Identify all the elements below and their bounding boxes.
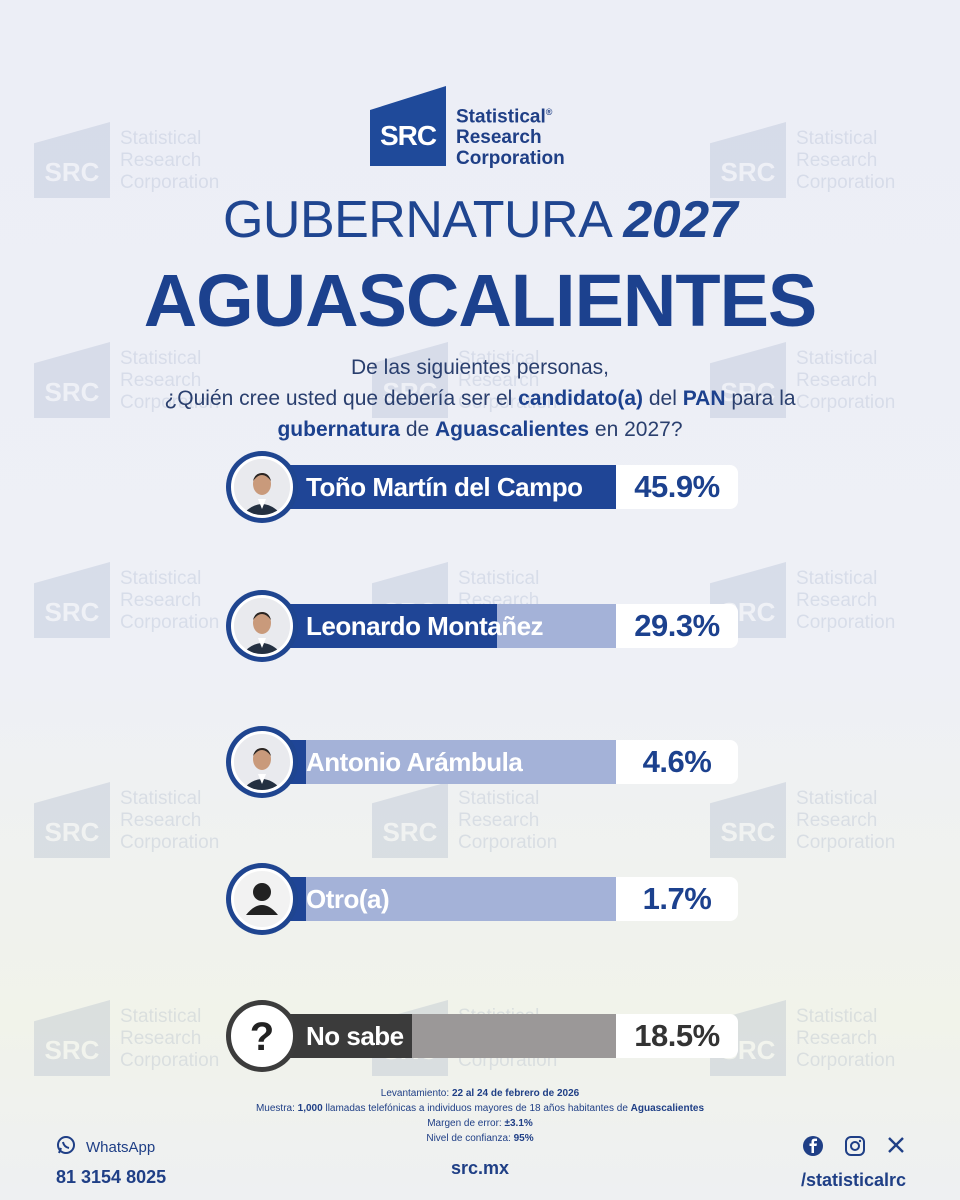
bar-row: Antonio Arámbula 4.6% (226, 726, 746, 798)
website-link[interactable]: src.mx (450, 1158, 510, 1178)
q3-post: en 2027? (589, 418, 683, 441)
whatsapp-contact[interactable]: WhatsApp 81 3154 8025 (56, 1135, 166, 1188)
bar-fill (266, 604, 497, 648)
lev-value: 22 al 24 de febrero de 2026 (451, 1088, 580, 1099)
bar-row: Leonardo Montañez 29.3% (226, 590, 746, 662)
x-icon[interactable] (886, 1135, 906, 1162)
bar-track (266, 740, 652, 784)
person-icon (226, 863, 298, 935)
brand-name-line-2: Research (456, 127, 542, 149)
bar-value-label: 45.9% (616, 465, 738, 509)
title-year: 2027 (623, 191, 738, 249)
question-line-3: gubernatura de Aguascalientes en 2027? (0, 414, 960, 445)
nivel-label: Nivel de confianza: (426, 1133, 514, 1144)
lev-label: Levantamiento: (380, 1088, 452, 1099)
candidate-avatar (226, 451, 298, 523)
margen-value: ±3.1% (504, 1118, 533, 1129)
meta-levantamiento: Levantamiento: 22 al 24 de febrero de 20… (0, 1086, 960, 1101)
logo-mark-text: SRC (379, 120, 437, 151)
nivel-value: 95% (513, 1133, 534, 1144)
q3-mid: de (399, 418, 436, 441)
meta-muestra: Muestra: 1,000 llamadas telefónicas a in… (0, 1101, 960, 1116)
meta-margen: Margen de error: ±3.1% (0, 1116, 960, 1131)
social-handle[interactable]: /statisticalrc (800, 1170, 906, 1190)
instagram-icon[interactable] (844, 1135, 866, 1162)
candidate-avatar (226, 590, 298, 662)
brand-name: Statistical® Research Corporation (456, 102, 565, 169)
methodology: Levantamiento: 22 al 24 de febrero de 20… (0, 1086, 960, 1146)
title-text: GUBERNATURA (222, 191, 624, 249)
facebook-icon[interactable] (802, 1135, 824, 1162)
muestra-place: Aguascalientes (630, 1103, 705, 1114)
social-links: /statisticalrc (801, 1135, 906, 1191)
whatsapp-number[interactable]: 81 3154 8025 (56, 1167, 167, 1187)
registered-mark: ® (545, 107, 553, 117)
q2-post: para la (725, 387, 796, 410)
bar-value-label: 29.3% (616, 604, 738, 648)
q2-pre: ¿Quién cree usted que debería ser el (164, 387, 519, 410)
question-line-1: De las siguientes personas, (351, 356, 609, 379)
bar-category-label: Leonardo Montañez (306, 611, 544, 641)
q2-bold1: candidato(a) (518, 387, 644, 410)
muestra-text: llamadas telefónicas a individuos mayore… (322, 1103, 631, 1114)
q3-bold2: Aguascalientes (435, 418, 590, 441)
bar-row: Toño Martín del Campo 45.9% (226, 451, 746, 523)
survey-question: De las siguientes personas, ¿Quién cree … (0, 352, 960, 445)
muestra-label: Muestra: (255, 1103, 298, 1114)
margen-label: Margen de error: (427, 1118, 505, 1129)
q2-bold2: PAN (682, 387, 726, 410)
bar-row: Otro(a) 1.7% (226, 863, 746, 935)
q3-bold1: gubernatura (277, 418, 400, 441)
svg-text:?: ? (250, 1015, 274, 1059)
whatsapp-label: WhatsApp (86, 1138, 156, 1156)
bar-category-label: Otro(a) (306, 884, 390, 914)
brand-logo: SRC Statistical® Research Corporation (370, 86, 600, 170)
state-title: AGUASCALIENTES (143, 259, 818, 342)
brand-name-line-1: Statistical (456, 106, 546, 128)
src-logo-mark: SRC (370, 86, 446, 166)
whatsapp-icon (56, 1135, 76, 1159)
question-line-2: ¿Quién cree usted que debería ser el can… (0, 383, 960, 414)
meta-nivel: Nivel de confianza: 95% (0, 1131, 960, 1146)
bar-category-label: No sabe (306, 1021, 404, 1051)
bar-fill (266, 465, 628, 509)
question-mark-icon: ? (226, 1000, 298, 1072)
bar-category-label: Toño Martín del Campo (306, 472, 583, 502)
q2-mid: del (643, 387, 683, 410)
bar-value-label: 4.6% (616, 740, 738, 784)
bar-track (266, 877, 652, 921)
brand-name-line-3: Corporation (456, 148, 565, 170)
page-title: GUBERNATURA 2027 (0, 190, 960, 250)
muestra-count: 1,000 (297, 1103, 323, 1114)
bar-category-label: Antonio Arámbula (306, 747, 523, 777)
bar-value-label: 1.7% (616, 877, 738, 921)
bar-value-label: 18.5% (616, 1014, 738, 1058)
candidate-avatar (226, 726, 298, 798)
bar-row: ? No sabe 18.5% (226, 1000, 746, 1072)
